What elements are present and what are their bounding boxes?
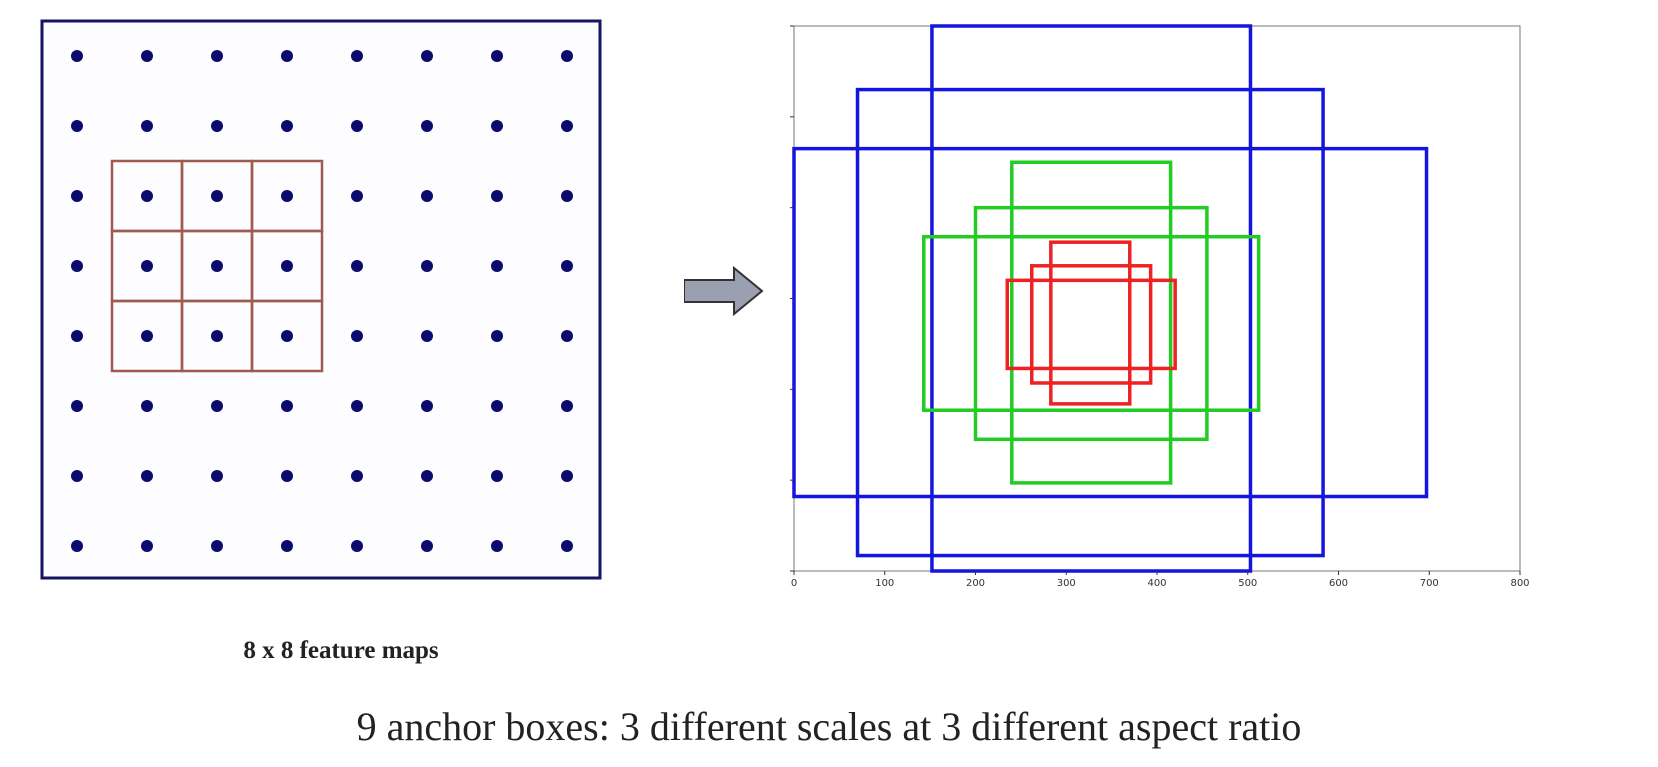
x-tick-label: 0 [791, 578, 797, 589]
feature-map-dot [71, 540, 83, 552]
feature-map-dot [351, 120, 363, 132]
x-tick-label: 300 [1057, 578, 1076, 589]
feature-map-dot [351, 330, 363, 342]
feature-map-dot [211, 50, 223, 62]
feature-map-dot [281, 400, 293, 412]
feature-map-grid [40, 19, 602, 580]
x-tick-label: 100 [875, 578, 894, 589]
feature-map-dots [71, 50, 573, 552]
feature-map-dot [421, 400, 433, 412]
feature-map-dot [71, 260, 83, 272]
feature-map-dot [141, 540, 153, 552]
receptive-window-grid [110, 159, 324, 373]
feature-map-dot [491, 330, 503, 342]
x-tick-label: 200 [966, 578, 985, 589]
feature-map-dot [351, 190, 363, 202]
feature-map-dot [491, 120, 503, 132]
feature-map-dot [141, 120, 153, 132]
anchor-box-medium [922, 234, 1261, 412]
x-tick-label: 700 [1420, 578, 1439, 589]
anchor-box-small [1030, 264, 1153, 385]
x-tick-label: 500 [1238, 578, 1257, 589]
feature-map-dot [561, 120, 573, 132]
right-arrow-icon [684, 266, 764, 316]
feature-map-dot [491, 540, 503, 552]
feature-map-dot [351, 400, 363, 412]
feature-map-dot [491, 470, 503, 482]
feature-map-dot [421, 120, 433, 132]
feature-map-dot [71, 190, 83, 202]
feature-map-dot [351, 50, 363, 62]
feature-map-dot [211, 330, 223, 342]
feature-map-dot [211, 260, 223, 272]
feature-map-dot [211, 400, 223, 412]
feature-map-dot [71, 50, 83, 62]
anchor-box-large [792, 146, 1429, 499]
feature-map-dot [71, 400, 83, 412]
receptive-window-cell [250, 299, 324, 373]
feature-map-dot [281, 540, 293, 552]
feature-map-dot [561, 190, 573, 202]
anchor-box-small [1049, 240, 1132, 406]
feature-map-dot [491, 260, 503, 272]
anchor-box-large [930, 24, 1253, 573]
feature-map-dot [561, 400, 573, 412]
feature-map-dot [421, 470, 433, 482]
feature-map-dot [421, 540, 433, 552]
feature-map-dot [141, 260, 153, 272]
feature-map-dot [421, 50, 433, 62]
feature-map-dot [281, 190, 293, 202]
feature-map-dot [421, 260, 433, 272]
x-tick-label: 600 [1329, 578, 1348, 589]
feature-map-dot [141, 50, 153, 62]
feature-map-dot [281, 330, 293, 342]
feature-map-dot [561, 540, 573, 552]
feature-map-dot [491, 50, 503, 62]
anchor-box-large [855, 87, 1325, 558]
feature-map-dot [561, 470, 573, 482]
main-caption: 9 anchor boxes: 3 different scales at 3 … [356, 704, 1302, 749]
feature-map-dot [211, 540, 223, 552]
feature-map-dot [561, 260, 573, 272]
x-tick-label: 400 [1147, 578, 1166, 589]
feature-map-dot [71, 120, 83, 132]
feature-map-dot [351, 470, 363, 482]
feature-map-dot [491, 190, 503, 202]
plot-area [793, 25, 1521, 572]
anchor-box-medium [1010, 160, 1173, 485]
feature-map-dot [561, 50, 573, 62]
feature-map-dot [281, 470, 293, 482]
feature-map-dot [561, 330, 573, 342]
feature-map-dot [211, 120, 223, 132]
feature-map-dot [141, 190, 153, 202]
feature-map-dot [141, 330, 153, 342]
feature-map-dot [211, 190, 223, 202]
feature-map-dot [421, 190, 433, 202]
feature-map-dot [351, 260, 363, 272]
feature-map-dot [281, 50, 293, 62]
feature-map-dot [491, 400, 503, 412]
anchor-box-medium [973, 205, 1209, 442]
anchor-boxes [792, 24, 1429, 573]
feature-map-caption: 8 x 8 feature maps [243, 637, 439, 664]
feature-map-dot [71, 330, 83, 342]
x-axis-ticks: 0 100 200 300 400 500 600 700 800 [791, 571, 1530, 589]
feature-map-dot [421, 330, 433, 342]
feature-map-dot [281, 120, 293, 132]
anchor-box-small [1005, 278, 1177, 371]
x-tick-label: 800 [1510, 578, 1529, 589]
feature-map-dot [351, 540, 363, 552]
feature-map-dot [281, 260, 293, 272]
feature-map-dot [71, 470, 83, 482]
feature-map-dot [141, 400, 153, 412]
feature-map-dot [141, 470, 153, 482]
feature-map-dot [211, 470, 223, 482]
